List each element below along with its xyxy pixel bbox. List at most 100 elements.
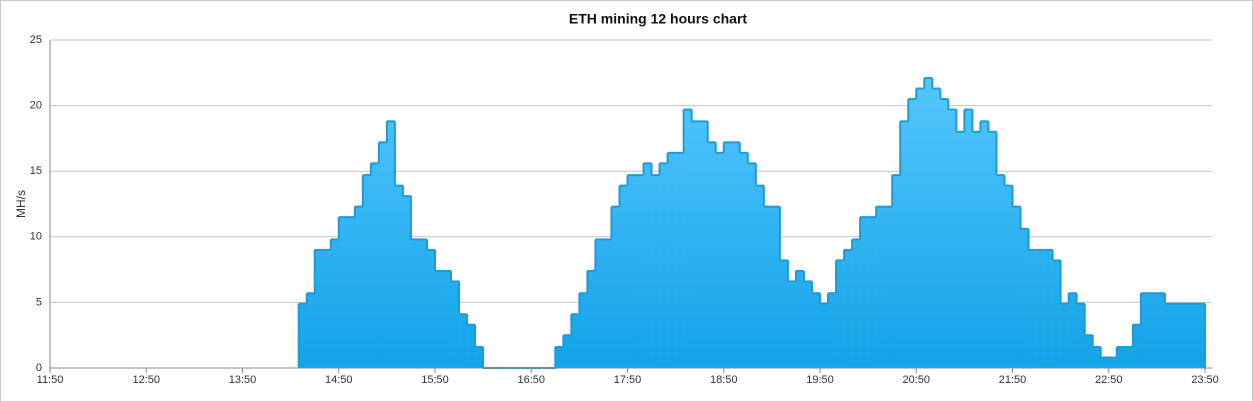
x-tick-label: 13:50: [229, 374, 257, 386]
area-step: [715, 152, 725, 368]
x-tick-label: 15:50: [421, 374, 449, 386]
area-step: [731, 142, 741, 368]
area-step: [443, 270, 452, 368]
x-tick-label: 19:50: [806, 374, 834, 386]
area-step: [972, 131, 981, 368]
chart-title: ETH mining 12 hours chart: [569, 11, 747, 27]
area-step: [306, 293, 315, 368]
area-step: [723, 142, 733, 368]
area-step: [1012, 206, 1021, 368]
area-step: [475, 347, 484, 368]
area-step: [940, 99, 949, 368]
area-step: [467, 324, 476, 368]
area-step: [739, 152, 749, 368]
area-step: [579, 293, 588, 368]
area-step: [876, 206, 885, 368]
area-step: [779, 260, 789, 368]
area-step: [418, 239, 428, 368]
area-step: [1188, 303, 1198, 368]
area-step: [1084, 335, 1094, 368]
area-step: [988, 131, 997, 368]
area-step: [996, 175, 1005, 368]
y-tick-label: 25: [30, 34, 42, 46]
area-step: [924, 78, 933, 368]
area-step: [699, 121, 709, 369]
y-tick-label: 20: [30, 100, 42, 112]
area-step: [362, 175, 372, 368]
area-step: [643, 163, 652, 368]
area-step: [611, 206, 620, 368]
area-step: [844, 249, 853, 368]
area-step: [916, 88, 925, 368]
area-step: [1116, 347, 1126, 368]
area-step: [771, 206, 781, 368]
area-step: [603, 239, 612, 368]
area-step: [354, 206, 364, 368]
area-step: [595, 239, 604, 368]
area-step: [707, 142, 717, 368]
area-step: [1044, 249, 1053, 368]
area-step: [964, 109, 973, 368]
area-step: [659, 163, 668, 368]
area-step: [1028, 249, 1037, 368]
area-step: [763, 206, 773, 368]
area-step: [330, 239, 340, 368]
area-step: [451, 281, 460, 368]
area-step: [1076, 303, 1085, 368]
area-step: [900, 121, 909, 369]
x-tick-label: 17:50: [614, 374, 642, 386]
area-step: [322, 249, 332, 368]
area-step: [1068, 293, 1077, 368]
x-tick-label: 12:50: [132, 374, 160, 386]
area-step: [956, 131, 965, 368]
area-step: [932, 88, 941, 368]
area-step: [619, 185, 628, 368]
area-step: [435, 270, 444, 368]
area-step: [1060, 303, 1069, 368]
x-tick-label: 22:50: [1095, 374, 1123, 386]
area-step: [426, 249, 436, 368]
y-axis-label: MH/s: [14, 190, 28, 218]
area-step: [892, 175, 901, 368]
area-step: [555, 347, 564, 368]
area-step: [1148, 293, 1158, 368]
area-step: [370, 163, 380, 368]
area-step: [820, 303, 829, 368]
area-step: [691, 121, 700, 369]
area-step: [1036, 249, 1045, 368]
x-tick-label: 18:50: [710, 374, 738, 386]
area-step: [1108, 357, 1118, 368]
area-step: [1172, 303, 1182, 368]
area-step: [1164, 303, 1174, 368]
area-step: [1100, 357, 1110, 368]
area-step: [908, 99, 917, 368]
area-step: [651, 175, 660, 368]
x-tick-label: 21:50: [999, 374, 1027, 386]
area-step: [459, 314, 468, 368]
area-step: [1132, 324, 1142, 368]
area-step: [667, 152, 676, 368]
area-step: [675, 152, 684, 368]
area-step: [1004, 185, 1013, 368]
area-step: [386, 121, 396, 369]
y-tick-label: 15: [30, 165, 42, 177]
area-step: [1180, 303, 1190, 368]
area-step: [828, 293, 837, 368]
area-step: [394, 185, 404, 368]
area-step: [627, 175, 636, 368]
y-tick-label: 0: [36, 362, 42, 374]
y-tick-label: 5: [36, 296, 42, 308]
area-step: [803, 281, 813, 368]
area-step: [635, 175, 644, 368]
area-step: [1196, 303, 1206, 368]
area-step: [860, 217, 869, 368]
area-step: [755, 185, 765, 368]
area-step: [1052, 260, 1061, 368]
area-step: [836, 260, 845, 368]
area-step: [1020, 228, 1029, 368]
area-step: [1156, 293, 1166, 368]
area-step: [948, 109, 957, 368]
area-step: [402, 196, 412, 368]
